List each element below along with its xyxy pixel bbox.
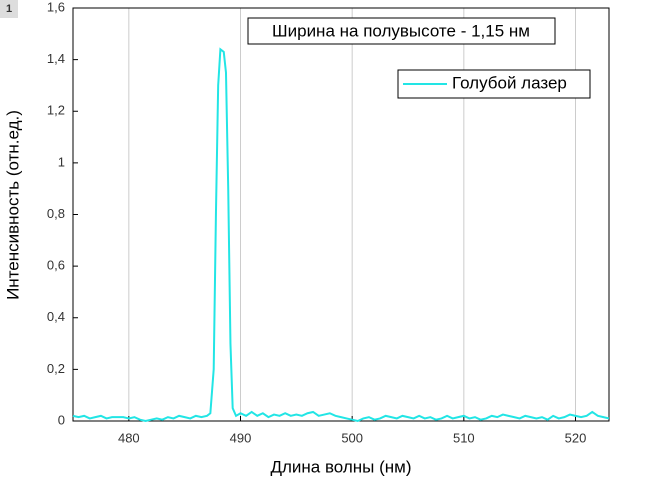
y-tick-label: 1,6 xyxy=(47,0,65,14)
grid xyxy=(128,8,576,421)
y-tick-label: 0 xyxy=(58,412,65,427)
y-tick-label: 1,4 xyxy=(47,51,65,66)
layer-label: 1 xyxy=(6,3,12,15)
y-tick-label: 0,2 xyxy=(47,361,65,376)
x-tick-label: 520 xyxy=(565,430,587,445)
legend-label: Голубой лазер xyxy=(452,73,567,92)
x-tick-label: 500 xyxy=(341,430,363,445)
annotation: Ширина на полувысоте - 1,15 нм xyxy=(272,21,530,40)
y-axis-label: Интенсивность (отн.ед.) xyxy=(3,110,22,300)
y-tick-label: 0,6 xyxy=(47,258,65,273)
x-axis-label: Длина волны (нм) xyxy=(270,457,411,476)
x-tick-label: 490 xyxy=(230,430,252,445)
series-line xyxy=(72,47,610,423)
x-tick-label: 510 xyxy=(453,430,475,445)
annotation-box xyxy=(247,17,556,45)
y-tick-label: 1 xyxy=(58,154,65,169)
layer-box xyxy=(0,0,18,18)
y-tick-label: 1,2 xyxy=(47,103,65,118)
x-tick-label: 480 xyxy=(118,430,140,445)
y-tick-label: 0,8 xyxy=(47,206,65,221)
y-tick-label: 0,4 xyxy=(47,309,65,324)
